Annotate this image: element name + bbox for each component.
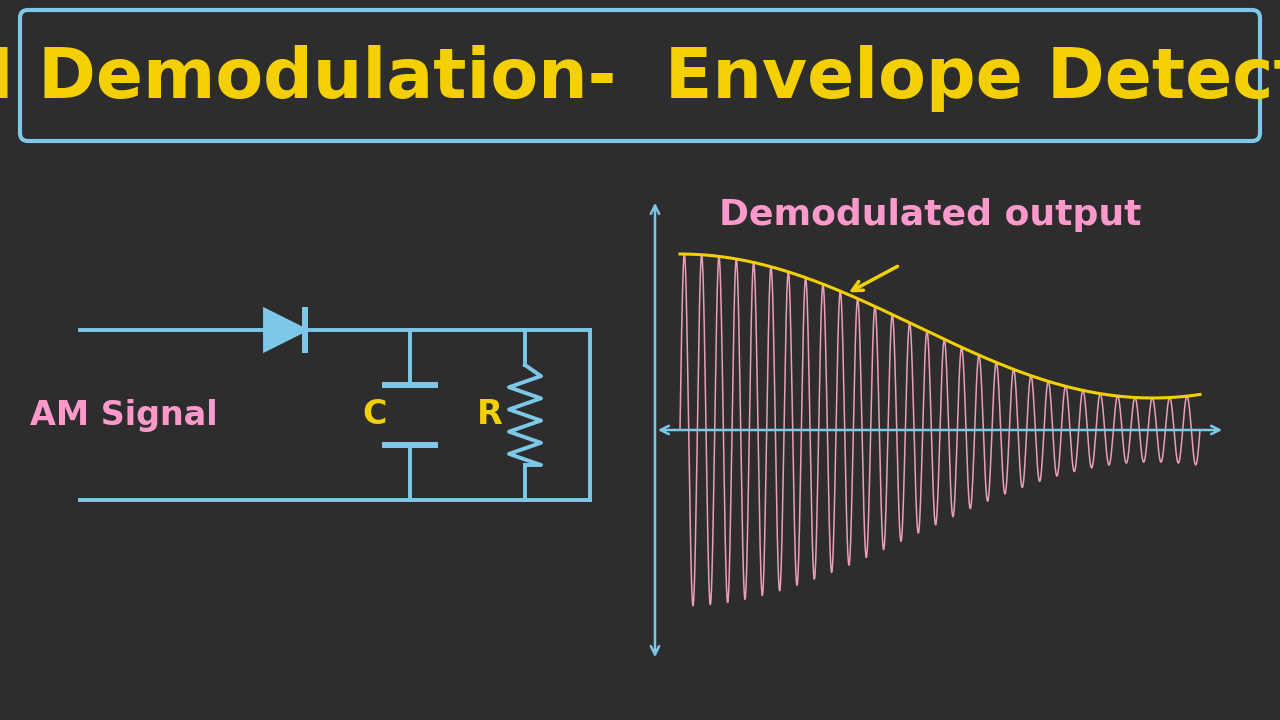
Text: Demodulated output: Demodulated output — [719, 198, 1142, 232]
Text: C: C — [362, 398, 388, 431]
Text: AM Signal: AM Signal — [29, 398, 218, 431]
Text: R: R — [477, 398, 503, 431]
Polygon shape — [265, 310, 305, 350]
FancyBboxPatch shape — [20, 10, 1260, 141]
Text: AM Demodulation-  Envelope Detector: AM Demodulation- Envelope Detector — [0, 45, 1280, 112]
